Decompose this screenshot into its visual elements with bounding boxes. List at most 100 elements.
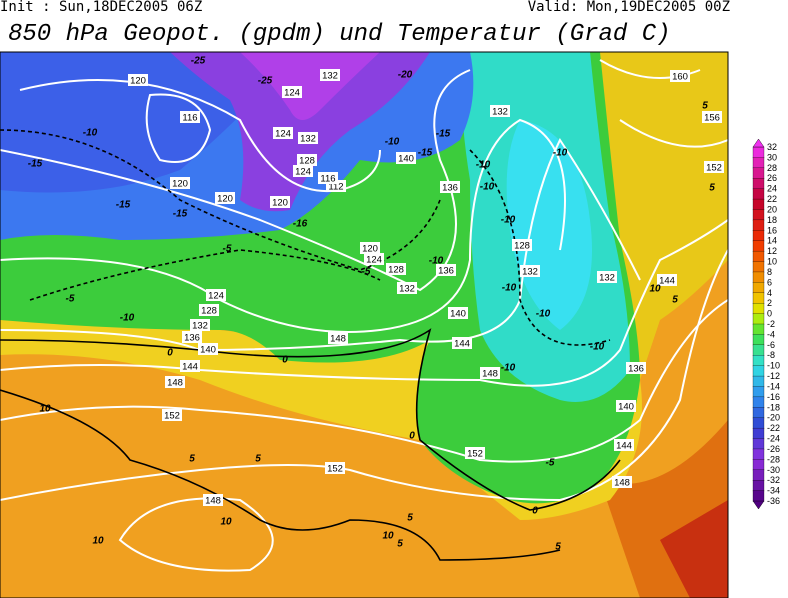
colorbar-segment xyxy=(752,261,765,273)
temperature-label: -10 xyxy=(385,137,400,148)
temperature-label: -5 xyxy=(223,244,232,255)
temperature-contours xyxy=(0,129,611,346)
geopotential-label-box xyxy=(452,337,472,349)
colorbar-label: 20 xyxy=(767,204,777,214)
colorbar-label: -20 xyxy=(767,413,780,423)
geopotential-label-box xyxy=(199,304,219,316)
geopotential-label-box xyxy=(215,192,235,204)
colorbar-segment xyxy=(752,250,765,263)
colorbar-label: 16 xyxy=(767,225,777,235)
colorbar-segment xyxy=(752,323,765,336)
geopotential-label: 152 xyxy=(706,163,722,174)
temperature-label: -10 xyxy=(476,160,491,171)
temperature-label: 5 xyxy=(555,542,561,553)
colorbar-segment xyxy=(752,490,765,502)
geopotential-label-box xyxy=(480,367,500,379)
temperature-label: 5 xyxy=(702,101,708,112)
colorbar-segment xyxy=(752,271,765,284)
init-time: Init : Sun,18DEC2005 06Z xyxy=(0,0,202,15)
colorbar-label: -30 xyxy=(767,465,780,475)
temperature-label: 10 xyxy=(382,531,394,542)
colorbar-segment xyxy=(752,448,765,461)
colorbar-segment xyxy=(752,355,765,367)
colorbar-label: -22 xyxy=(767,423,780,433)
temperature-label: 5 xyxy=(672,295,678,306)
geopotential-label: 148 xyxy=(614,478,630,489)
geopotential-label-box xyxy=(293,165,313,177)
colorbar-label: -6 xyxy=(767,340,775,350)
geopotential-label: 144 xyxy=(182,362,198,373)
geopotential-label-box xyxy=(440,181,460,193)
geopotential-label: 148 xyxy=(205,496,221,507)
colorbar-segment xyxy=(752,292,765,304)
geopotential-label-box xyxy=(360,242,380,254)
geopotential-contours xyxy=(0,59,728,572)
geopotential-label-box xyxy=(386,263,406,275)
colorbar-label: 8 xyxy=(767,267,772,277)
geopotential-label-box xyxy=(328,332,348,344)
colorbar-segment xyxy=(752,188,765,200)
colorbar-label: 4 xyxy=(767,288,772,298)
geopotential-label: 140 xyxy=(398,154,414,165)
colorbar-label: -32 xyxy=(767,475,780,485)
colorbar-segment xyxy=(752,219,765,231)
temperature-label: 0 xyxy=(167,348,173,359)
temperature-label: 10 xyxy=(649,284,661,295)
temperature-label: 0 xyxy=(532,506,538,517)
colorbar-segment xyxy=(752,198,765,211)
geopotential-label: 116 xyxy=(320,174,335,185)
geopotential-label: 144 xyxy=(454,339,470,350)
colorbar-segment xyxy=(752,417,765,429)
temperature-label: 5 xyxy=(397,539,403,550)
geopotential-label: 124 xyxy=(284,88,300,99)
geopotential-label-box xyxy=(616,400,636,412)
geopotential-label: 124 xyxy=(366,255,382,266)
geopotential-label: 128 xyxy=(388,265,404,276)
geopotential-label-box xyxy=(318,172,338,184)
colorbar-label: -18 xyxy=(767,402,780,412)
geopotential-label-box xyxy=(180,360,200,372)
temperature-label: 5 xyxy=(709,183,715,194)
geopotential-label: 160 xyxy=(672,72,688,83)
geopotential-label: 136 xyxy=(628,364,644,375)
temperature-label: -25 xyxy=(258,76,273,87)
geopotential-label-box xyxy=(597,271,617,283)
temperature-label: -15 xyxy=(116,200,131,211)
geopotential-label-box xyxy=(273,127,293,139)
geopotential-label-box xyxy=(165,376,185,388)
geopotential-label: 136 xyxy=(438,266,454,277)
geopotential-label: 132 xyxy=(492,107,508,118)
colorbar-segment xyxy=(752,178,765,190)
geopotential-label: 132 xyxy=(322,71,338,82)
temperature-label: -10 xyxy=(590,342,605,353)
geopotential-label: 132 xyxy=(399,284,415,295)
geopotential-label: 132 xyxy=(300,134,316,145)
temperature-label: -10 xyxy=(501,215,516,226)
temperature-label: -5 xyxy=(66,294,75,305)
colorbar-label: -4 xyxy=(767,329,775,339)
geopotential-label: 124 xyxy=(275,129,291,140)
geopotential-label: 152 xyxy=(467,449,483,460)
geopotential-label: 136 xyxy=(184,333,200,344)
colorbar-segment xyxy=(752,282,765,294)
temperature-label: -5 xyxy=(362,267,371,278)
geopotential-label-box xyxy=(612,476,632,488)
geopotential-label-box xyxy=(128,74,148,86)
colorbar-segment xyxy=(752,469,765,481)
colorbar-segment xyxy=(752,396,765,408)
geopotential-label-box xyxy=(206,289,226,301)
geopotential-label: 124 xyxy=(208,291,224,302)
temperature-label: -25 xyxy=(191,56,206,67)
geopotential-label-box xyxy=(190,319,210,331)
map-field xyxy=(0,52,728,598)
colorbar-top-arrow xyxy=(752,138,765,148)
geopotential-label-box xyxy=(203,494,223,506)
geopotential-label-box xyxy=(436,264,456,276)
zero-contours xyxy=(0,328,621,561)
geopotential-label-box xyxy=(626,362,646,374)
temperature-label: -10 xyxy=(429,256,444,267)
temperature-label: -10 xyxy=(536,309,551,320)
temperature-label: 5 xyxy=(407,513,413,524)
temperature-label: -16 xyxy=(293,219,308,230)
geopotential-label: 120 xyxy=(130,76,146,87)
